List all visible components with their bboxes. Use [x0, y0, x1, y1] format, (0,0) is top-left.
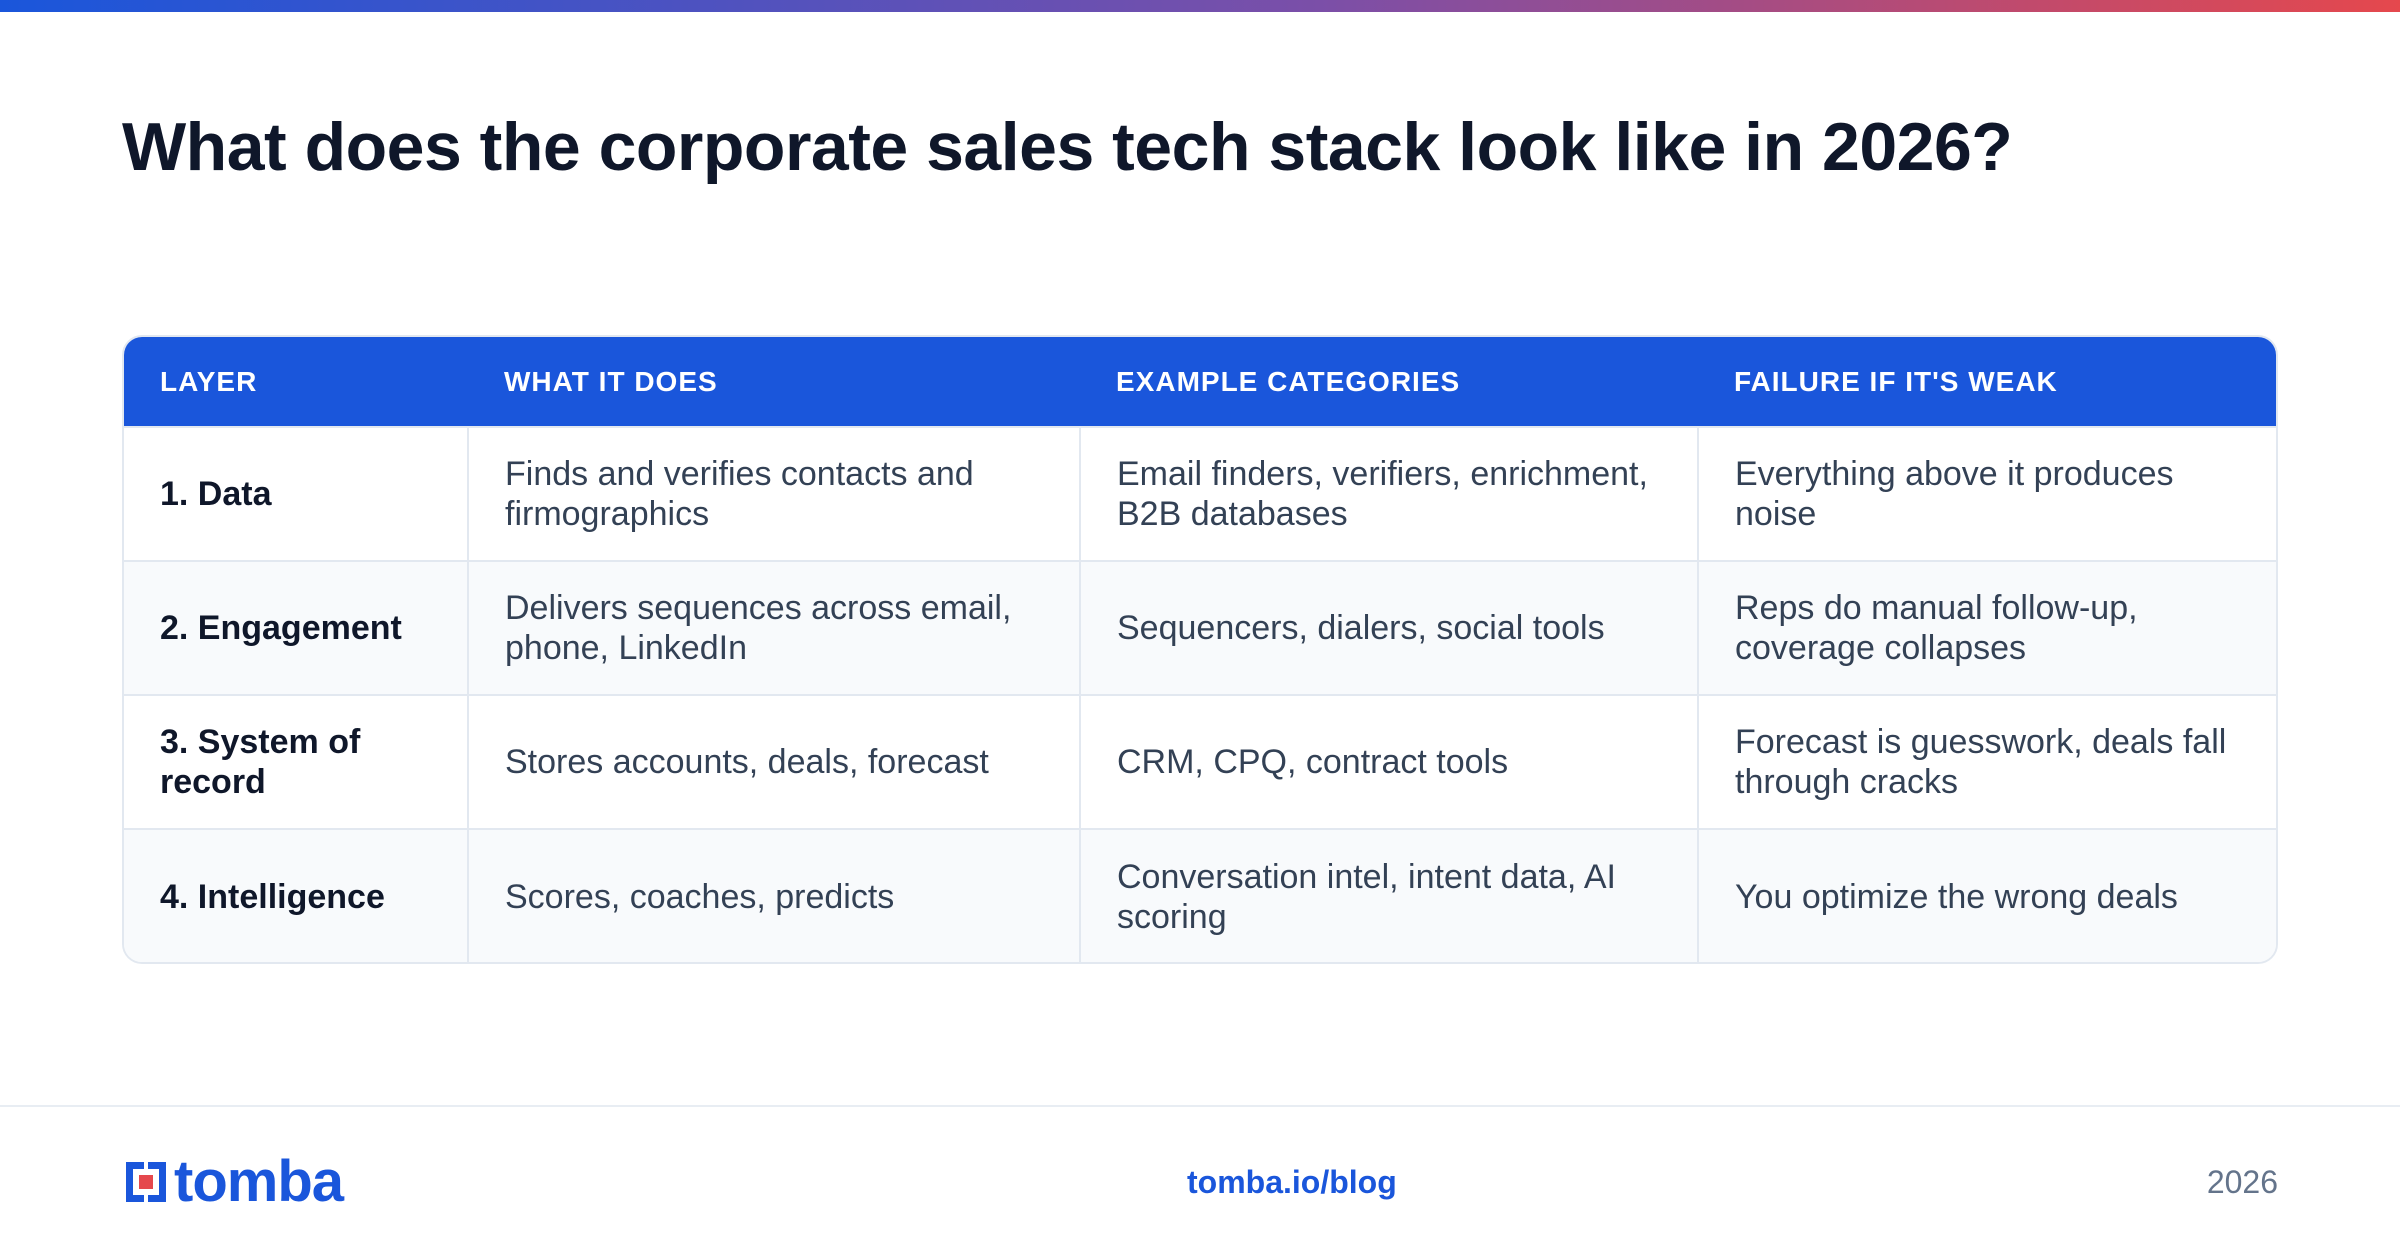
- cell-layer: 3. System of record: [160, 723, 361, 801]
- table-row: 1. Data Finds and verifies contacts and …: [124, 427, 2276, 561]
- tech-stack-table: LAYER WHAT IT DOES EXAMPLE CATEGORIES FA…: [122, 335, 2278, 964]
- tomba-logo-icon: [126, 1162, 166, 1202]
- logo-wordmark: tomba: [174, 1149, 344, 1214]
- column-header-layer: LAYER: [160, 365, 258, 397]
- table-header-row: LAYER WHAT IT DOES EXAMPLE CATEGORIES FA…: [124, 337, 2276, 427]
- cell-what-it-does: Finds and verifies contacts and firmogra…: [467, 427, 1080, 561]
- cell-what-it-does: Delivers sequences across email, phone, …: [467, 561, 1080, 695]
- cell-what-it-does: Scores, coaches, predicts: [467, 829, 1080, 962]
- cell-example-categories: CRM, CPQ, contract tools: [1079, 695, 1698, 829]
- table-header: LAYER WHAT IT DOES EXAMPLE CATEGORIES FA…: [124, 337, 2276, 427]
- cell-failure: Reps do manual follow-up, coverage colla…: [1697, 561, 2276, 695]
- column-header-example-categories: EXAMPLE CATEGORIES: [1116, 365, 1461, 397]
- cell-layer: 2. Engagement: [160, 609, 402, 647]
- cell-layer: 1. Data: [160, 475, 272, 513]
- cell-failure: You optimize the wrong deals: [1697, 829, 2276, 962]
- cell-example-categories: Sequencers, dialers, social tools: [1079, 561, 1698, 695]
- footer-year: 2026: [2206, 1164, 2278, 1200]
- table: LAYER WHAT IT DOES EXAMPLE CATEGORIES FA…: [124, 337, 2276, 962]
- blog-link[interactable]: tomba.io/blog: [1187, 1164, 1397, 1200]
- tomba-logo[interactable]: tomba: [122, 1149, 344, 1214]
- column-header-what-it-does: WHAT IT DOES: [504, 365, 718, 397]
- cell-what-it-does: Stores accounts, deals, forecast: [467, 695, 1080, 829]
- cell-failure: Everything above it produces noise: [1697, 427, 2276, 561]
- cell-failure: Forecast is guesswork, deals fall throug…: [1697, 695, 2276, 829]
- table-row: 2. Engagement Delivers sequences across …: [124, 561, 2276, 695]
- footer-divider: [0, 1105, 2400, 1107]
- gradient-top-bar: [0, 0, 2400, 12]
- cell-example-categories: Conversation intel, intent data, AI scor…: [1079, 829, 1698, 962]
- table-row: 3. System of record Stores accounts, dea…: [124, 695, 2276, 829]
- column-header-failure: FAILURE IF IT'S WEAK: [1734, 365, 2058, 397]
- table-body: 1. Data Finds and verifies contacts and …: [124, 427, 2276, 962]
- table-row: 4. Intelligence Scores, coaches, predict…: [124, 829, 2276, 962]
- cell-layer: 4. Intelligence: [160, 877, 385, 916]
- cell-example-categories: Email finders, verifiers, enrichment, B2…: [1079, 427, 1698, 561]
- page-title: What does the corporate sales tech stack…: [122, 109, 2013, 185]
